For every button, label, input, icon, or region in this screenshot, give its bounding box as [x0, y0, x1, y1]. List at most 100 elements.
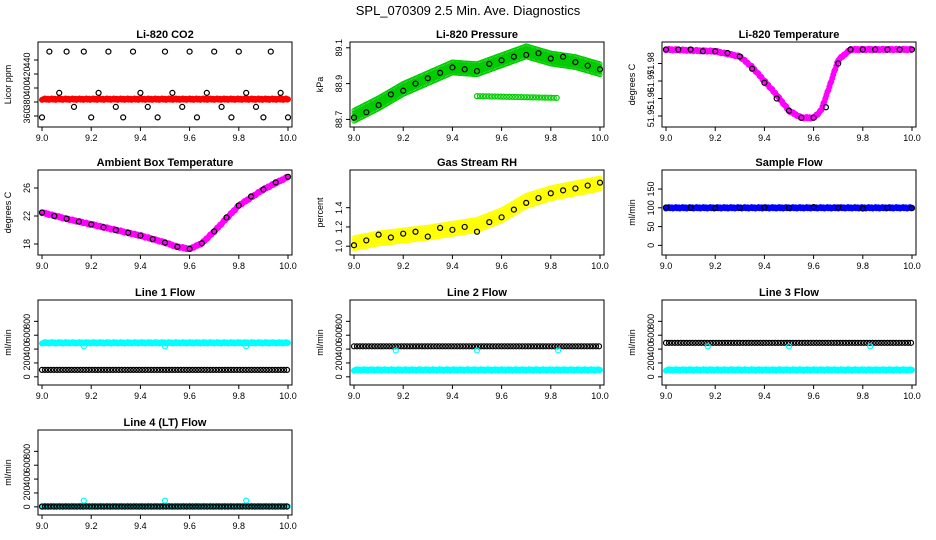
- point-low: [89, 366, 96, 374]
- data-layer: [350, 175, 604, 252]
- point-high: [418, 343, 425, 350]
- point-points: [908, 46, 916, 53]
- point-points: [260, 186, 267, 193]
- x-tick-label: 9.2: [85, 133, 98, 143]
- point-high: [442, 343, 449, 350]
- point-outliers: [506, 93, 513, 100]
- point-points: [230, 503, 237, 510]
- x-tick-label: 9.0: [348, 391, 361, 401]
- point-high: [350, 343, 358, 350]
- point-high: [460, 343, 467, 350]
- x-tick-label: 9.2: [85, 261, 98, 271]
- y-tick-label: 1.2: [334, 221, 344, 234]
- point-low: [909, 366, 916, 373]
- data-layer: [38, 339, 291, 374]
- point-points: [133, 503, 140, 510]
- point-low: [204, 366, 211, 374]
- point-low: [103, 366, 111, 374]
- point-points: [461, 223, 468, 231]
- point-low: [201, 366, 208, 374]
- point-points: [145, 503, 152, 510]
- point-points: [251, 503, 258, 510]
- point-points: [89, 503, 96, 510]
- point-low: [165, 366, 173, 374]
- y-tick-label: 360: [22, 108, 32, 123]
- point-high: [480, 343, 487, 350]
- point-low: [151, 366, 158, 374]
- point-outliers: [541, 94, 548, 101]
- point-points: [277, 89, 284, 97]
- point-points: [174, 243, 181, 250]
- y-tick-label: 400: [646, 342, 656, 357]
- point-markers: [80, 343, 87, 350]
- point-points: [896, 46, 903, 53]
- point-points: [83, 503, 90, 510]
- point-low: [162, 366, 170, 374]
- point-points: [120, 114, 127, 121]
- point-high: [866, 339, 873, 346]
- point-outliers: [550, 94, 557, 101]
- point-points: [235, 48, 242, 55]
- point-outliers: [515, 93, 522, 101]
- point-points: [105, 48, 112, 55]
- point-low: [130, 366, 137, 374]
- point-points: [161, 48, 169, 55]
- x-tick-label: 9.4: [134, 261, 147, 271]
- panel-title: Li-820 Temperature: [739, 29, 840, 41]
- point-high: [902, 339, 909, 346]
- point-high: [284, 339, 291, 346]
- point-low: [213, 366, 220, 374]
- point-high: [587, 343, 594, 350]
- point-low: [100, 366, 108, 374]
- point-band: [597, 72, 603, 78]
- point-points: [871, 46, 879, 53]
- x-tick-label: 9.2: [397, 133, 410, 143]
- y-axis-label: ml/min: [627, 199, 637, 226]
- y-tick-label: 88.9: [334, 75, 344, 93]
- y-tick-label: 51.98: [646, 52, 656, 75]
- point-points: [218, 103, 225, 111]
- point-high: [359, 343, 366, 350]
- point-outliers: [535, 94, 543, 101]
- point-high: [489, 343, 496, 350]
- plot-frame: [37, 169, 293, 256]
- point-points: [810, 203, 817, 211]
- point-low: [154, 366, 161, 374]
- point-points: [106, 503, 113, 510]
- point-high: [474, 343, 482, 350]
- x-tick-label: 9.2: [709, 261, 722, 271]
- point-points: [547, 55, 554, 62]
- point-points: [449, 226, 456, 233]
- point-low: [86, 366, 93, 374]
- point-points: [278, 503, 285, 510]
- point-points: [498, 214, 505, 221]
- point-points: [400, 230, 407, 237]
- data-layer: [38, 497, 291, 511]
- y-tick-label: 26: [22, 183, 32, 193]
- point-high: [896, 339, 903, 346]
- point-high: [522, 343, 529, 350]
- x-tick-label: 10.0: [903, 391, 921, 401]
- point-points: [662, 204, 670, 211]
- point-points: [884, 46, 891, 53]
- point-high: [754, 339, 761, 346]
- point-low: [139, 366, 146, 374]
- x-tick-label: 9.4: [446, 391, 459, 401]
- point-high: [763, 339, 770, 346]
- point-low: [41, 366, 49, 374]
- point-points: [204, 503, 211, 510]
- point-high: [792, 339, 799, 346]
- point-high: [383, 343, 390, 350]
- point-points: [242, 503, 249, 510]
- point-high: [798, 339, 805, 346]
- point-high: [486, 343, 493, 350]
- point-low: [260, 366, 267, 374]
- point-outliers: [479, 93, 487, 100]
- point-high: [513, 343, 520, 350]
- panel-title: Sample Flow: [755, 157, 823, 169]
- point-high: [356, 343, 364, 350]
- point-outliers: [485, 93, 492, 100]
